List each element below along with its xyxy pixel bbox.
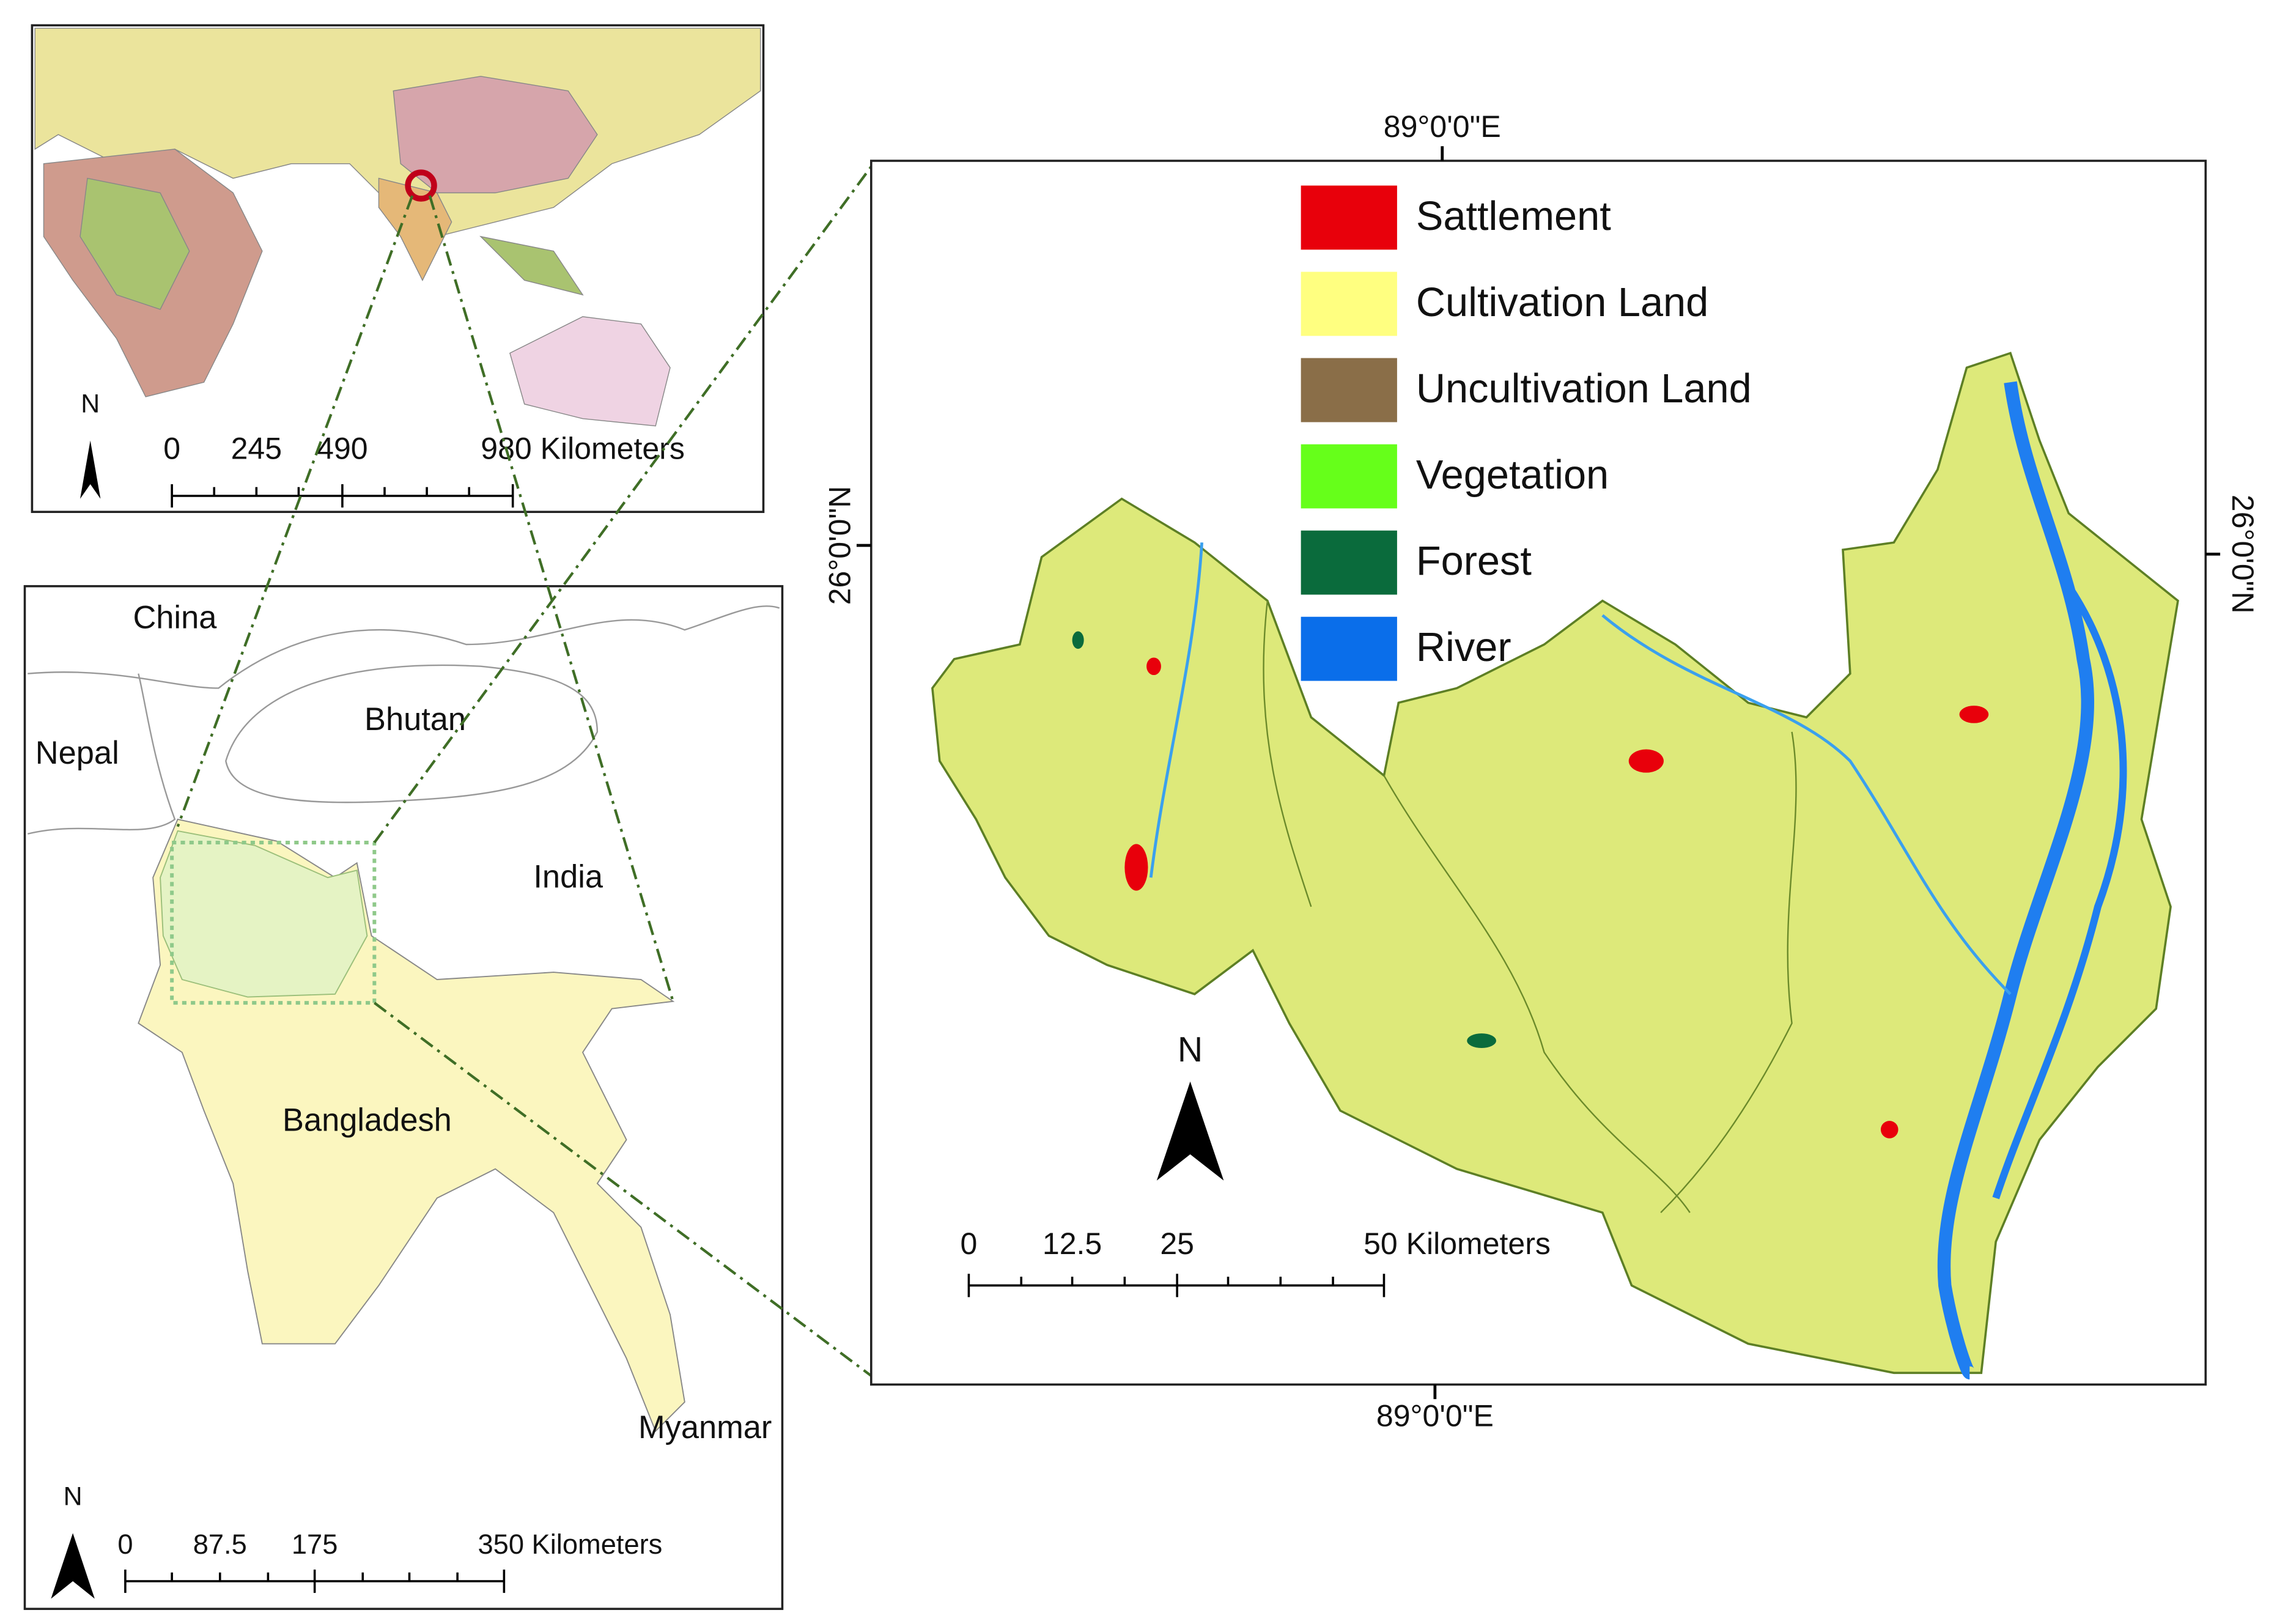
legend-swatch (1301, 530, 1397, 595)
scale-label: 50 Kilometers (1364, 1227, 1551, 1261)
scale-label: 245 (231, 431, 282, 465)
north-label: N (1178, 1030, 1203, 1069)
country-label: Myanmar (638, 1410, 772, 1445)
legend-label: Cultivation Land (1416, 280, 1708, 325)
legend-label: River (1416, 625, 1511, 670)
legend-label: Vegetation (1416, 452, 1609, 498)
legend-label: Sattlement (1416, 194, 1611, 239)
world-map: N 0 245 490 980 Kilometers (31, 24, 765, 513)
forest (1467, 1033, 1496, 1048)
legend-swatch (1301, 185, 1397, 250)
latitude-label: 26°0'0"N (2226, 495, 2260, 614)
scale-label: 0 (117, 1529, 133, 1560)
river (1992, 584, 2127, 1200)
forest (1072, 631, 1084, 649)
study-map: 89°0'0"E 89°0'0"E 26°0'0"N 26°0'0"N N 0 … (822, 109, 2260, 1433)
boundary (1263, 600, 1797, 1214)
latitude-label: 26°0'0"N (822, 486, 857, 605)
africa-region (79, 177, 190, 310)
legend-swatch (1301, 358, 1397, 423)
southeast-asia (479, 235, 584, 296)
scale-label: 25 (1160, 1227, 1194, 1261)
north-label: N (64, 1482, 83, 1511)
north-arrow (80, 440, 101, 499)
settlement (1124, 844, 1148, 891)
legend-swatch (1301, 271, 1397, 336)
legend-label: Uncultivation Land (1416, 366, 1752, 412)
country-label: China (133, 600, 217, 635)
study-extent (170, 841, 377, 1005)
settlement (1959, 706, 1989, 723)
country-label: India (533, 859, 603, 895)
bhutan-border (225, 664, 599, 803)
connector-line (374, 1002, 873, 1377)
nepal-border (27, 673, 176, 835)
scale-label: 87.5 (193, 1529, 247, 1560)
scale-label: 350 Kilometers (478, 1529, 662, 1560)
scale-bar (171, 484, 514, 508)
scale-label: 12.5 (1043, 1227, 1102, 1261)
country-label: Nepal (35, 736, 119, 771)
location-marker (405, 169, 437, 202)
scale-label: 0 (163, 431, 180, 465)
legend-swatch (1301, 616, 1397, 681)
study-area (160, 830, 368, 998)
scale-label: 980 Kilometers (481, 431, 685, 465)
border (28, 605, 780, 689)
longitude-label: 89°0'0"E (1376, 1398, 1494, 1433)
connectors (176, 166, 873, 1377)
australia (509, 316, 671, 427)
scale-label: 490 (317, 431, 367, 465)
north-arrow (51, 1533, 95, 1599)
region-map: N 0 87.5 175 350 Kilometers China Bhutan… (23, 585, 784, 1611)
longitude-label: 89°0'0"E (1384, 109, 1501, 144)
settlement (1880, 1121, 1899, 1139)
river (1149, 542, 2012, 995)
settlement (1146, 657, 1161, 676)
connector-line (373, 166, 873, 844)
country-label: Bangladesh (282, 1102, 452, 1138)
north-arrow (1156, 1081, 1224, 1181)
scale-bar (967, 1274, 1386, 1297)
connector-line (428, 195, 674, 1002)
north-label: N (81, 389, 100, 419)
connector-line (176, 195, 414, 827)
legend-swatch (1301, 444, 1397, 509)
settlement (1628, 749, 1664, 773)
river (1937, 381, 2094, 1380)
country-label: Bhutan (364, 702, 466, 737)
scale-bar (124, 1569, 506, 1593)
legend-label: Forest (1416, 539, 1532, 584)
scale-label: 0 (961, 1227, 978, 1261)
scale-label: 175 (292, 1529, 338, 1560)
